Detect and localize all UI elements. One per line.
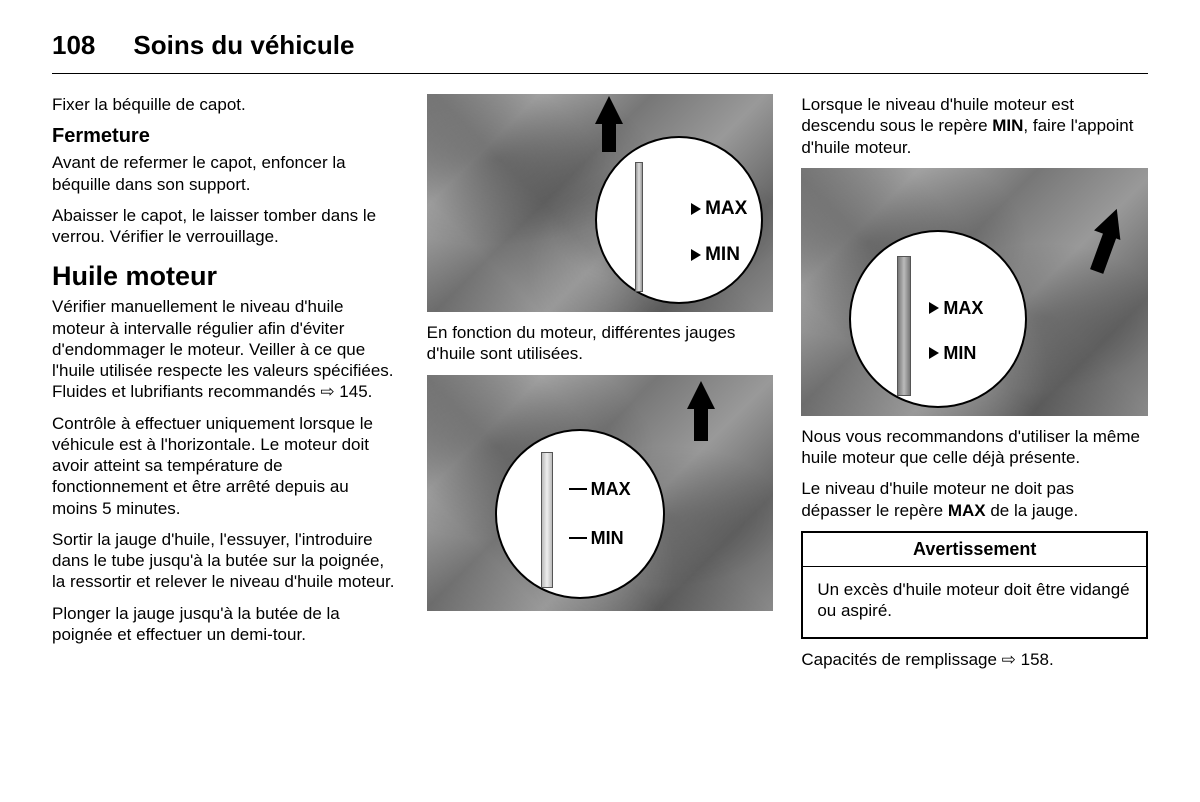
gauge-min-2: MIN	[569, 528, 631, 549]
gauge-max-1: MAX	[691, 198, 747, 220]
arrow-tail-icon	[694, 407, 708, 441]
heading-fermeture: Fermeture	[52, 125, 399, 148]
col2-p-mid: En fonction du moteur, différentes jauge…	[427, 322, 774, 365]
heading-huile-moteur: Huile moteur	[52, 261, 399, 292]
engine-image-1: MAX MIN	[427, 94, 774, 312]
gauge-max-text-2: MAX	[591, 479, 631, 500]
column-2: MAX MIN En fonction du moteur, différent…	[427, 94, 774, 681]
col3-p1: Lorsque le niveau d'huile moteur est des…	[801, 94, 1148, 158]
dipstick-detail-circle-3: MAX MIN	[849, 230, 1027, 408]
gauge-max-text-3: MAX	[943, 298, 983, 319]
warning-body: Un excès d'huile moteur doit être vidang…	[803, 567, 1146, 638]
dipstick-rod-2	[541, 452, 553, 588]
gauge-min-text-2: MIN	[591, 528, 624, 549]
column-3: Lorsque le niveau d'huile moteur est des…	[801, 94, 1148, 681]
triangle-icon	[691, 203, 701, 215]
page-header: 108 Soins du véhicule	[52, 30, 1148, 61]
col1-p7: Plonger la jauge jusqu'à la butée de la …	[52, 603, 399, 646]
dipstick-detail-circle-1: MAX MIN	[595, 136, 763, 304]
warning-box: Avertissement Un excès d'huile moteur do…	[801, 531, 1148, 640]
gauge-labels-2: MAX MIN	[569, 479, 631, 549]
col3-p3-max: MAX	[948, 501, 986, 520]
gauge-min-text-1: MIN	[705, 244, 740, 266]
col3-p3-b: de la jauge.	[986, 501, 1079, 520]
dipstick-body-2: MAX MIN	[497, 431, 663, 597]
line-icon	[569, 488, 587, 490]
col3-p1-min: MIN	[992, 116, 1023, 135]
gauge-max-3: MAX	[929, 298, 983, 319]
col1-p1: Fixer la béquille de capot.	[52, 94, 399, 115]
col3-p4: Capacités de remplissage ⇨ 158.	[801, 649, 1148, 670]
dipstick-detail-circle-2: MAX MIN	[495, 429, 665, 599]
col3-p4-a: Capacités de remplissage	[801, 650, 1001, 669]
triangle-icon	[929, 302, 939, 314]
col1-p2: Avant de refermer le capot, enfoncer la …	[52, 152, 399, 195]
col3-p3: Le niveau d'huile moteur ne doit pas dép…	[801, 478, 1148, 521]
gauge-labels-3: MAX MIN	[929, 298, 983, 364]
engine-image-2: MAX MIN	[427, 375, 774, 611]
gauge-min-text-3: MIN	[943, 343, 976, 364]
section-title: Soins du véhicule	[133, 30, 354, 61]
triangle-icon	[929, 347, 939, 359]
warning-title: Avertissement	[803, 533, 1146, 567]
arrow-up-icon	[687, 381, 715, 409]
gauge-labels-1: MAX MIN	[691, 198, 747, 266]
col3-p4-ref: ⇨ 158.	[1002, 650, 1054, 669]
line-icon	[569, 537, 587, 539]
page-number: 108	[52, 30, 95, 61]
gauge-min-3: MIN	[929, 343, 983, 364]
col1-p5: Contrôle à effectuer uniquement lorsque …	[52, 413, 399, 519]
col1-p4-ref: ⇨ 145.	[320, 382, 372, 401]
dipstick-rod-3	[897, 256, 911, 396]
gauge-max-text-1: MAX	[705, 198, 747, 220]
dipstick-body-3: MAX MIN	[851, 232, 1025, 406]
engine-image-3: MAX MIN	[801, 168, 1148, 416]
column-1: Fixer la béquille de capot. Fermeture Av…	[52, 94, 399, 681]
dipstick-rod-1	[635, 162, 643, 292]
triangle-icon	[691, 249, 701, 261]
col1-p3: Abaisser le capot, le laisser tomber dan…	[52, 205, 399, 248]
col3-p2: Nous vous recommandons d'utiliser la mêm…	[801, 426, 1148, 469]
gauge-min-1: MIN	[691, 244, 747, 266]
arrow-up-icon	[595, 96, 623, 124]
header-rule	[52, 73, 1148, 74]
col1-p6: Sortir la jauge d'huile, l'essuyer, l'in…	[52, 529, 399, 593]
col1-p4: Vérifier manuellement le niveau d'huile …	[52, 296, 399, 402]
dipstick-body-1: MAX MIN	[597, 138, 761, 302]
gauge-max-2: MAX	[569, 479, 631, 500]
content-columns: Fixer la béquille de capot. Fermeture Av…	[52, 94, 1148, 681]
